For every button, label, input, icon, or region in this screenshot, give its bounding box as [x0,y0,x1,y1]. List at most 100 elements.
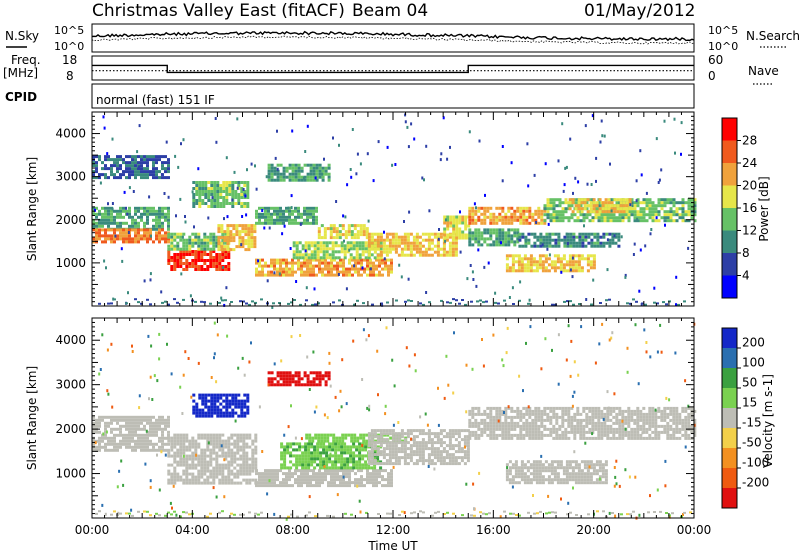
velocity-cell [400,435,404,439]
power-cell [318,261,321,265]
power-cell [504,234,508,238]
velocity-cell [122,415,125,419]
velocity-cell [513,433,517,437]
velocity-cell [394,459,398,463]
power-cell [327,264,330,268]
velocity-cell [289,445,293,449]
velocity-cell [149,424,152,428]
velocity-cell [312,377,316,381]
power-cell [116,158,119,162]
power-cell [95,161,98,165]
velocity-cell [448,429,452,433]
velocity-cell [251,466,255,470]
velocity-cell [182,457,186,461]
velocity-cell [321,472,324,476]
velocity-cell [227,451,231,455]
velocity-cell [522,421,526,425]
velocity-cell [534,415,538,419]
velocity-cell [222,399,226,403]
power-cell [179,247,183,251]
velocity-cell [239,445,243,449]
velocity-cell [125,424,128,428]
velocity-cell [236,472,240,476]
power-cell [110,158,113,162]
power-cell [358,253,362,257]
power-cell [113,173,116,177]
power-cell [194,250,198,253]
power-cell [547,269,551,273]
power-cell [212,259,216,262]
power-cell [560,238,564,242]
power-cell [210,181,214,184]
power-scatter-cell [624,273,627,277]
power-cell [492,231,496,235]
velocity-cell [107,415,110,419]
power-cell [225,199,229,202]
velocity-cell [167,469,171,473]
power-cell [687,207,691,211]
velocity-cell [104,445,107,449]
power-scatter-cell [386,145,389,149]
power-cell [298,241,302,245]
velocity-cell [134,439,137,443]
velocity-cell [146,433,149,437]
power-cell [288,218,291,222]
power-cell [279,221,282,225]
power-cell [501,231,505,235]
velocity-cell [433,432,437,436]
power-cell [571,263,575,267]
power-cell [330,264,333,268]
power-cell [234,193,238,196]
power-cell [321,178,325,182]
velocity-cell [164,421,167,425]
velocity-cell [522,406,526,410]
power-cell [369,261,372,265]
power-cell [611,238,615,242]
velocity-cell [337,466,341,470]
power-cell [128,167,131,171]
velocity-cell [314,433,318,437]
power-cell [321,258,324,262]
velocity-cell [227,463,231,467]
power-cell [155,176,158,180]
velocity-cell [110,448,113,452]
power-cell [340,244,344,248]
velocity-cell [134,421,137,425]
power-cell [95,234,98,238]
velocity-cell [297,380,301,384]
power-cell [110,170,113,174]
power-scatter-cell [658,178,661,182]
power-scatter-cell [675,303,677,307]
power-cell [140,161,143,165]
power-cell [279,264,282,268]
power-cell [188,247,192,251]
power-cell [192,187,196,190]
power-cell [544,257,548,261]
power-cell [359,227,363,231]
power-cell [358,256,362,260]
power-cell [574,204,578,208]
velocity-cell [457,432,461,436]
power-cell [318,175,322,179]
power-cell [161,155,164,159]
power-cell [619,204,623,208]
power-cell [140,170,143,174]
power-scatter-cell [265,175,268,179]
power-cell [104,158,107,162]
power-cell [324,166,328,170]
power-scatter-cell [600,119,603,123]
velocity-cell [176,472,180,476]
freq-traces [92,64,694,74]
velocity-cell [173,442,177,446]
velocity-cell [382,438,386,442]
power-cell [241,224,245,228]
power-cell [603,213,607,217]
velocity-cell [195,414,199,418]
velocity-cell [357,469,360,473]
power-cell [270,261,273,265]
power-cell [229,233,233,237]
velocity-cell [300,484,303,488]
power-cell [155,161,158,165]
power-cell [264,218,267,222]
power-cell [300,169,304,173]
